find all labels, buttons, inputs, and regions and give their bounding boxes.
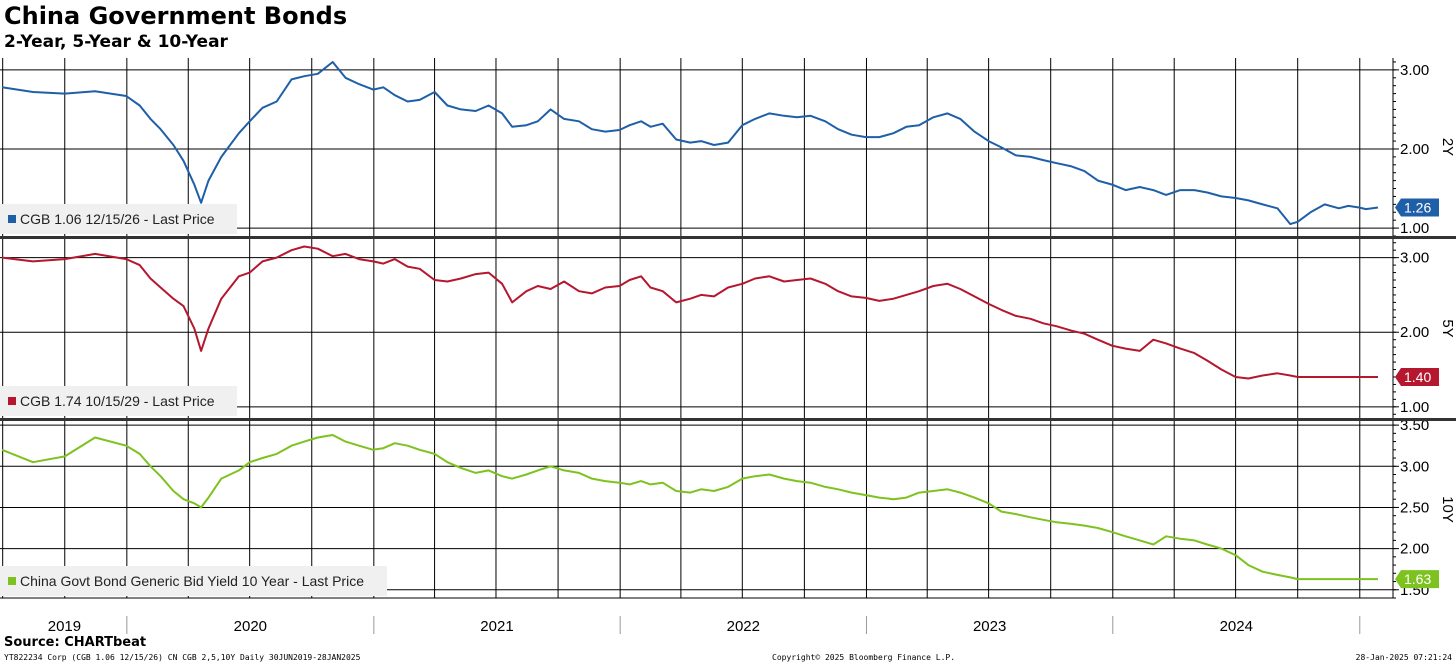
y-tick-label: 2.00 <box>1400 541 1429 558</box>
panel-5y: 1.00 2.00 3.00 CGB 1.74 10/15/29 - Last Pri… <box>0 239 1456 418</box>
last-value-label: 1.40 <box>1404 369 1431 385</box>
series-line-5y <box>1 245 1378 380</box>
y-tick-label: 3.00 <box>1400 458 1429 475</box>
legend-swatch <box>8 397 16 405</box>
x-tick-label: 2021 <box>480 618 513 635</box>
y-tick-label: 2.50 <box>1400 499 1429 516</box>
panel-axis-label: 5Y <box>1439 319 1456 337</box>
x-tick-label: 2019 <box>48 618 81 635</box>
legend-label: China Govt Bond Generic Bid Yield 10 Yea… <box>20 573 364 589</box>
legend-label: CGB 1.74 10/15/29 - Last Price <box>20 393 215 409</box>
legend-swatch <box>8 577 16 585</box>
y-tick-label: 3.50 <box>1400 417 1429 434</box>
x-tick-label: 2020 <box>234 618 267 635</box>
panel-axis-label: 10Y <box>1439 496 1456 523</box>
footer-ticker-info: YT822234 Corp (CGB 1.06 12/15/26) CN CGB… <box>4 653 361 662</box>
y-tick-label: 2.00 <box>1400 324 1429 341</box>
x-tick-label: 2022 <box>727 618 760 635</box>
panel-separator <box>0 236 1456 239</box>
panel-axis-label: 2Y <box>1439 138 1456 156</box>
last-value-label: 1.63 <box>1404 571 1431 587</box>
last-value-badge <box>1395 367 1439 386</box>
legend-box <box>0 386 237 416</box>
last-value-label: 1.26 <box>1404 200 1431 216</box>
y-tick-label: 1.00 <box>1400 220 1429 237</box>
series-line-2y <box>1 61 1379 226</box>
panel-2y: 1.00 2.00 3.00 CGB 1.06 12/15/26 - Last Pri… <box>0 58 1456 237</box>
chart-subtitle: 2-Year, 5-Year & 10-Year <box>4 32 228 52</box>
legend-box <box>0 566 387 596</box>
legend-box <box>0 204 237 234</box>
last-value-badge <box>1395 570 1439 589</box>
footer-copyright: Copyright© 2025 Bloomberg Finance L.P. <box>772 653 956 662</box>
x-tick-label: 2024 <box>1220 618 1253 635</box>
y-tick-label: 2.00 <box>1400 141 1429 158</box>
footer-timestamp: 28-Jan-2025 07:21:24 <box>1355 653 1452 662</box>
series-line-10y <box>1 434 1378 581</box>
legend-swatch <box>8 215 16 223</box>
y-tick-label: 1.00 <box>1400 399 1429 416</box>
source-label: Source: CHARTbeat <box>4 635 147 650</box>
panel-separator <box>0 418 1456 421</box>
legend-label: CGB 1.06 12/15/26 - Last Price <box>20 211 215 227</box>
chart-title: China Government Bonds <box>4 2 348 30</box>
x-tick-label: 2023 <box>973 618 1006 635</box>
y-tick-label: 3.00 <box>1400 62 1429 79</box>
last-value-badge <box>1395 198 1439 217</box>
y-tick-label: 3.00 <box>1400 250 1429 267</box>
